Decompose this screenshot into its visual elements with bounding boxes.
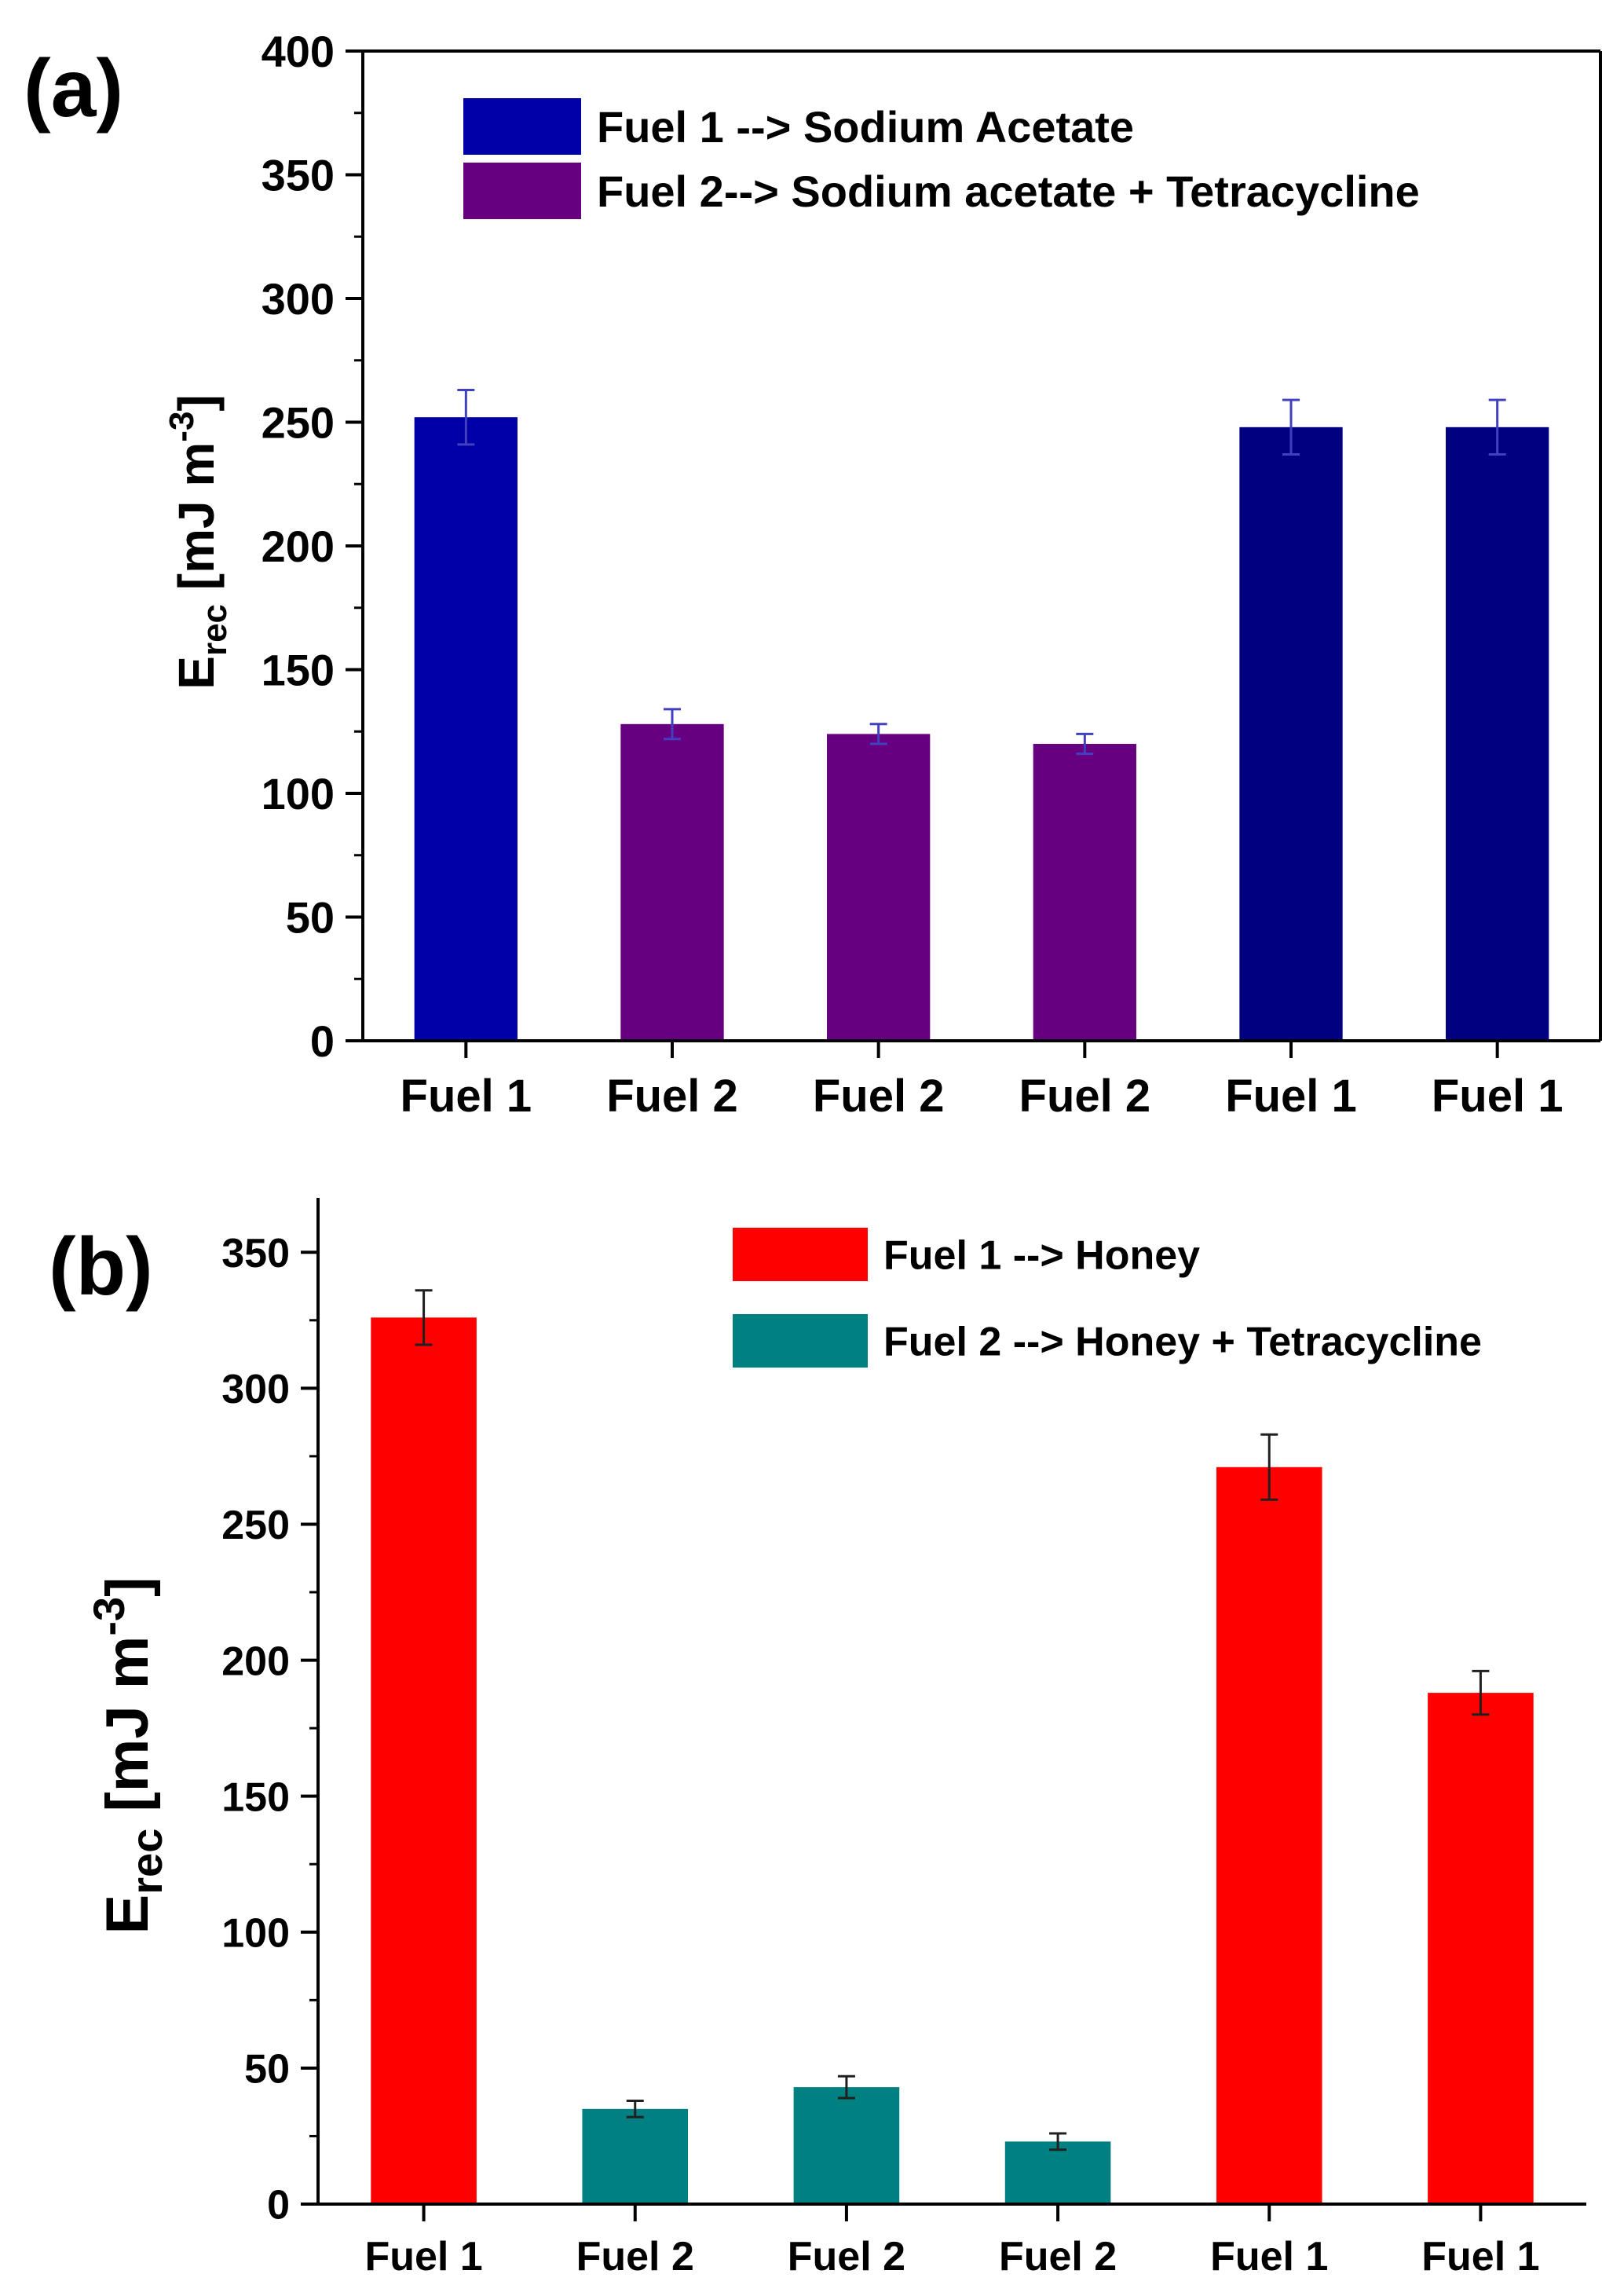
pa-y-tick-label-200: 200	[262, 522, 335, 571]
pb-y-tick-label-0: 0	[267, 2183, 290, 2228]
pa-x-tick-label-1: Fuel 1	[401, 1071, 532, 1122]
pb-error-bar-1	[415, 1289, 433, 1346]
pa-y-tick-label-300: 300	[262, 274, 335, 324]
panel-b: (b) 0 50 100 150 200 250 300 350 Fuel 1 Fuel 2 Fu…	[49, 1198, 1586, 2280]
pb-y-tick-label-200: 200	[221, 1639, 290, 1684]
pb-x-tick-label-2: Fuel 2	[576, 2234, 694, 2280]
panel-a-legend: Fuel 1 --> Sodium Acetate Fuel 2--> Sodiu…	[463, 98, 1420, 219]
panel-b-ylabel-unit: [mJ m	[94, 1636, 161, 1829]
pa-x-tick-label-6: Fuel 1	[1432, 1071, 1564, 1122]
pa-bar-1	[414, 417, 518, 1041]
pa-y-tick-label-100: 100	[262, 769, 335, 818]
pa-error-bar-6	[1488, 398, 1506, 456]
pa-legend-label-2: Fuel 2--> Sodium acetate + Tetracycline	[597, 167, 1420, 216]
pa-error-bar-3	[869, 723, 887, 745]
panel-a-label: (a)	[24, 43, 123, 134]
pb-bar-1	[371, 1317, 477, 2204]
panel-b-ylabel-sup: -3	[84, 1597, 134, 1636]
panel-a-y-axis-title: Erec [mJ m-3]	[163, 394, 234, 689]
pb-x-tick-label-4: Fuel 2	[999, 2234, 1117, 2280]
pa-y-tick-label-400: 400	[262, 27, 335, 76]
pa-bar-2	[620, 723, 724, 1041]
pb-y-tick-label-250: 250	[221, 1503, 290, 1548]
pb-error-bar-5	[1260, 1433, 1278, 1501]
pa-legend-label-1: Fuel 1 --> Sodium Acetate	[597, 102, 1134, 152]
pa-x-tick-label-3: Fuel 2	[813, 1071, 945, 1122]
panel-a-ylabel-unit: [mJ m	[168, 442, 225, 604]
pb-error-bar-2	[626, 2099, 644, 2118]
panel-b-ylabel-sub: rec	[122, 1829, 171, 1895]
pa-legend-swatch-2	[463, 163, 581, 219]
pa-bar-3	[827, 734, 931, 1041]
panel-b-ylabel-main: E	[94, 1895, 161, 1935]
pb-legend-label-2: Fuel 2 --> Honey + Tetracycline	[883, 1320, 1482, 1365]
pa-y-tick-label-50: 50	[286, 893, 335, 943]
pb-error-bar-3	[837, 2074, 855, 2100]
pb-x-tick-label-6: Fuel 1	[1421, 2234, 1539, 2280]
pb-bar-3	[793, 2087, 900, 2204]
panel-b-legend: Fuel 1 --> Honey Fuel 2 --> Honey + Tetra…	[733, 1228, 1482, 1368]
pb-bar-2	[582, 2108, 689, 2204]
panel-b-ylabel-close: ]	[94, 1577, 161, 1597]
pa-y-tick-label-250: 250	[262, 398, 335, 448]
pa-x-tick-label-2: Fuel 2	[606, 1071, 738, 1122]
pa-y-tick-label-150: 150	[262, 646, 335, 695]
panel-a-ylabel-sub: rec	[196, 604, 234, 656]
pb-x-tick-label-1: Fuel 1	[364, 2234, 482, 2280]
panel-a-ylabel-main: E	[168, 656, 225, 690]
pa-y-tick-label-350: 350	[262, 151, 335, 200]
pb-legend-swatch-2	[733, 1314, 868, 1368]
pb-y-tick-label-150: 150	[221, 1774, 290, 1820]
pa-x-tick-label-5: Fuel 1	[1225, 1071, 1357, 1122]
pb-y-tick-label-300: 300	[221, 1367, 290, 1412]
pa-bar-4	[1033, 744, 1136, 1041]
pa-error-bar-1	[457, 389, 475, 446]
panel-a-ylabel-close: ]	[168, 394, 225, 411]
pa-error-bar-4	[1076, 732, 1094, 756]
pa-bar-6	[1446, 427, 1549, 1041]
pa-bar-5	[1239, 427, 1343, 1041]
pb-y-tick-label-100: 100	[221, 1911, 290, 1957]
pa-y-tick-label-0: 0	[310, 1016, 335, 1066]
pa-legend-swatch-1	[463, 98, 581, 155]
pb-bar-4	[1004, 2141, 1111, 2204]
pb-error-bar-4	[1049, 2132, 1067, 2151]
panel-a-ylabel-sup: -3	[163, 412, 201, 442]
pb-error-bar-6	[1472, 1669, 1490, 1716]
pb-x-tick-label-5: Fuel 1	[1210, 2234, 1328, 2280]
pa-error-bar-5	[1282, 398, 1300, 456]
pa-error-bar-2	[664, 708, 681, 741]
pb-legend-swatch-1	[733, 1228, 868, 1281]
panel-a: (a) 0 50 100 150 200 250 300 350 400 Fuel 1 Fuel …	[24, 27, 1602, 1122]
pb-y-tick-label-50: 50	[244, 2047, 290, 2093]
pa-x-tick-label-4: Fuel 2	[1019, 1071, 1151, 1122]
panel-b-label: (b)	[49, 1221, 153, 1313]
pb-y-tick-label-350: 350	[221, 1231, 290, 1276]
pb-legend-label-1: Fuel 1 --> Honey	[883, 1233, 1200, 1279]
panel-b-y-axis-title: Erec [mJ m-3]	[84, 1577, 171, 1935]
pb-bar-6	[1428, 1693, 1534, 2204]
pb-x-tick-label-3: Fuel 2	[788, 2234, 905, 2280]
pb-bar-5	[1216, 1467, 1322, 2204]
